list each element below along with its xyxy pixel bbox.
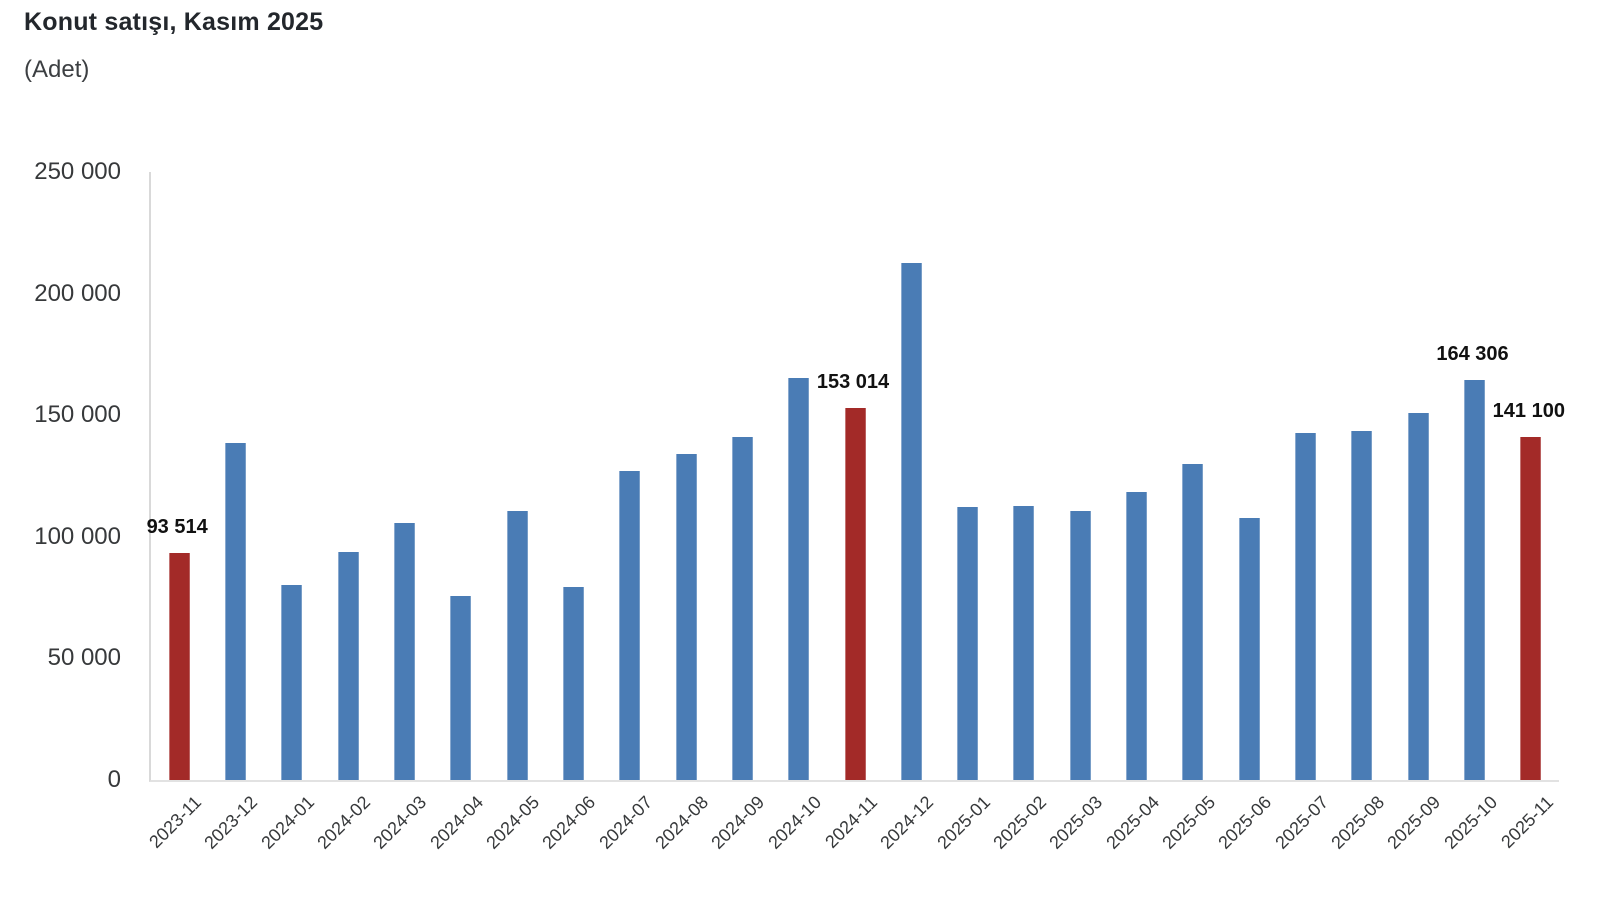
bar-2024-06 <box>562 587 584 780</box>
y-axis-tick-label: 50 000 <box>47 644 121 672</box>
bar-2023-11 <box>168 553 190 780</box>
y-axis-tick-label: 200 000 <box>34 279 121 307</box>
plot-area <box>149 172 1559 782</box>
x-axis-tick-label: 2023-11 <box>145 792 206 852</box>
bar-2024-04 <box>450 596 472 780</box>
data-label-2025-10: 164 306 <box>1436 343 1509 365</box>
bar-2025-11 <box>1520 437 1542 780</box>
bar-2025-02 <box>1013 506 1035 780</box>
bar-2025-05 <box>1182 464 1204 780</box>
bar-2024-10 <box>788 378 810 780</box>
bar-2025-07 <box>1295 433 1317 780</box>
bar-2024-12 <box>900 263 922 780</box>
bar-2025-10 <box>1464 380 1486 780</box>
y-axis-tick-label: 250 000 <box>34 158 121 185</box>
data-label-2023-11: 93 514 <box>146 516 208 538</box>
chart-title: Konut satışı, Kasım 2025 <box>24 8 324 36</box>
bar-2024-05 <box>506 511 528 780</box>
y-axis-tick-label: 100 000 <box>34 522 121 550</box>
chart-subtitle: (Adet) <box>24 56 90 83</box>
bar-2024-03 <box>393 523 415 780</box>
y-axis-tick-label: 150 000 <box>34 401 121 429</box>
bar-2024-02 <box>337 552 359 780</box>
bar-2025-08 <box>1351 431 1373 780</box>
bar-2025-04 <box>1126 492 1148 780</box>
y-axis-tick-label: 0 <box>107 766 121 793</box>
bar-2025-03 <box>1069 511 1091 780</box>
bar-2025-09 <box>1407 413 1429 780</box>
bar-2025-06 <box>1238 518 1260 780</box>
data-label-2025-11: 141 100 <box>1492 400 1565 422</box>
bar-2024-09 <box>731 437 753 780</box>
bar-2024-11 <box>844 408 866 780</box>
data-label-2024-11: 153 014 <box>816 371 890 393</box>
bar-2024-07 <box>619 471 641 780</box>
bar-2023-12 <box>224 443 246 780</box>
bar-2024-08 <box>675 454 697 780</box>
bar-2024-01 <box>281 585 303 780</box>
bar-2025-01 <box>957 507 979 780</box>
